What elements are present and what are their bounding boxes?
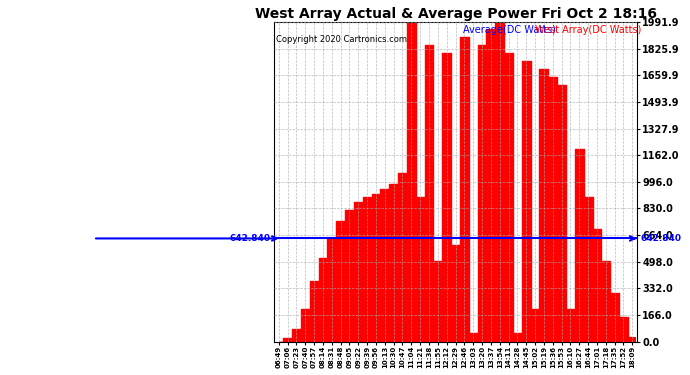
Bar <box>558 85 566 342</box>
Bar <box>602 261 610 342</box>
Bar <box>337 221 344 342</box>
Bar <box>390 184 397 342</box>
Title: West Array Actual & Average Power Fri Oct 2 18:16: West Array Actual & Average Power Fri Oc… <box>255 7 656 21</box>
Bar <box>513 333 522 342</box>
Bar <box>443 53 451 342</box>
Bar <box>540 69 548 342</box>
Bar <box>293 328 300 342</box>
Bar <box>416 197 424 342</box>
Bar <box>451 245 460 342</box>
Bar <box>399 173 406 342</box>
Bar <box>328 239 336 342</box>
Bar <box>460 37 469 342</box>
Text: West Array(DC Watts): West Array(DC Watts) <box>535 25 642 35</box>
Bar <box>434 261 442 342</box>
Text: 642.840: 642.840 <box>640 234 681 243</box>
Bar <box>478 45 486 342</box>
Bar <box>354 202 362 342</box>
Bar <box>284 338 292 342</box>
Bar <box>372 194 380 342</box>
Bar <box>469 333 477 342</box>
Bar <box>575 149 583 342</box>
Bar <box>407 22 415 342</box>
Text: Copyright 2020 Cartronics.com: Copyright 2020 Cartronics.com <box>276 35 407 44</box>
Bar <box>566 309 574 342</box>
Bar <box>531 309 539 342</box>
Bar <box>363 197 371 342</box>
Bar <box>549 77 557 342</box>
Bar <box>302 309 309 342</box>
Bar <box>629 337 636 342</box>
Bar <box>425 45 433 342</box>
Bar <box>495 22 504 342</box>
Bar <box>346 210 353 342</box>
Bar <box>381 189 388 342</box>
Bar <box>487 29 495 342</box>
Bar <box>319 258 327 342</box>
Text: 642.840: 642.840 <box>230 234 270 243</box>
Bar <box>522 61 530 342</box>
Bar <box>504 53 513 342</box>
Text: Average(DC Watts): Average(DC Watts) <box>463 25 555 35</box>
Bar <box>620 318 627 342</box>
Bar <box>611 293 619 342</box>
Bar <box>310 280 318 342</box>
Bar <box>584 197 592 342</box>
Bar <box>593 229 601 342</box>
